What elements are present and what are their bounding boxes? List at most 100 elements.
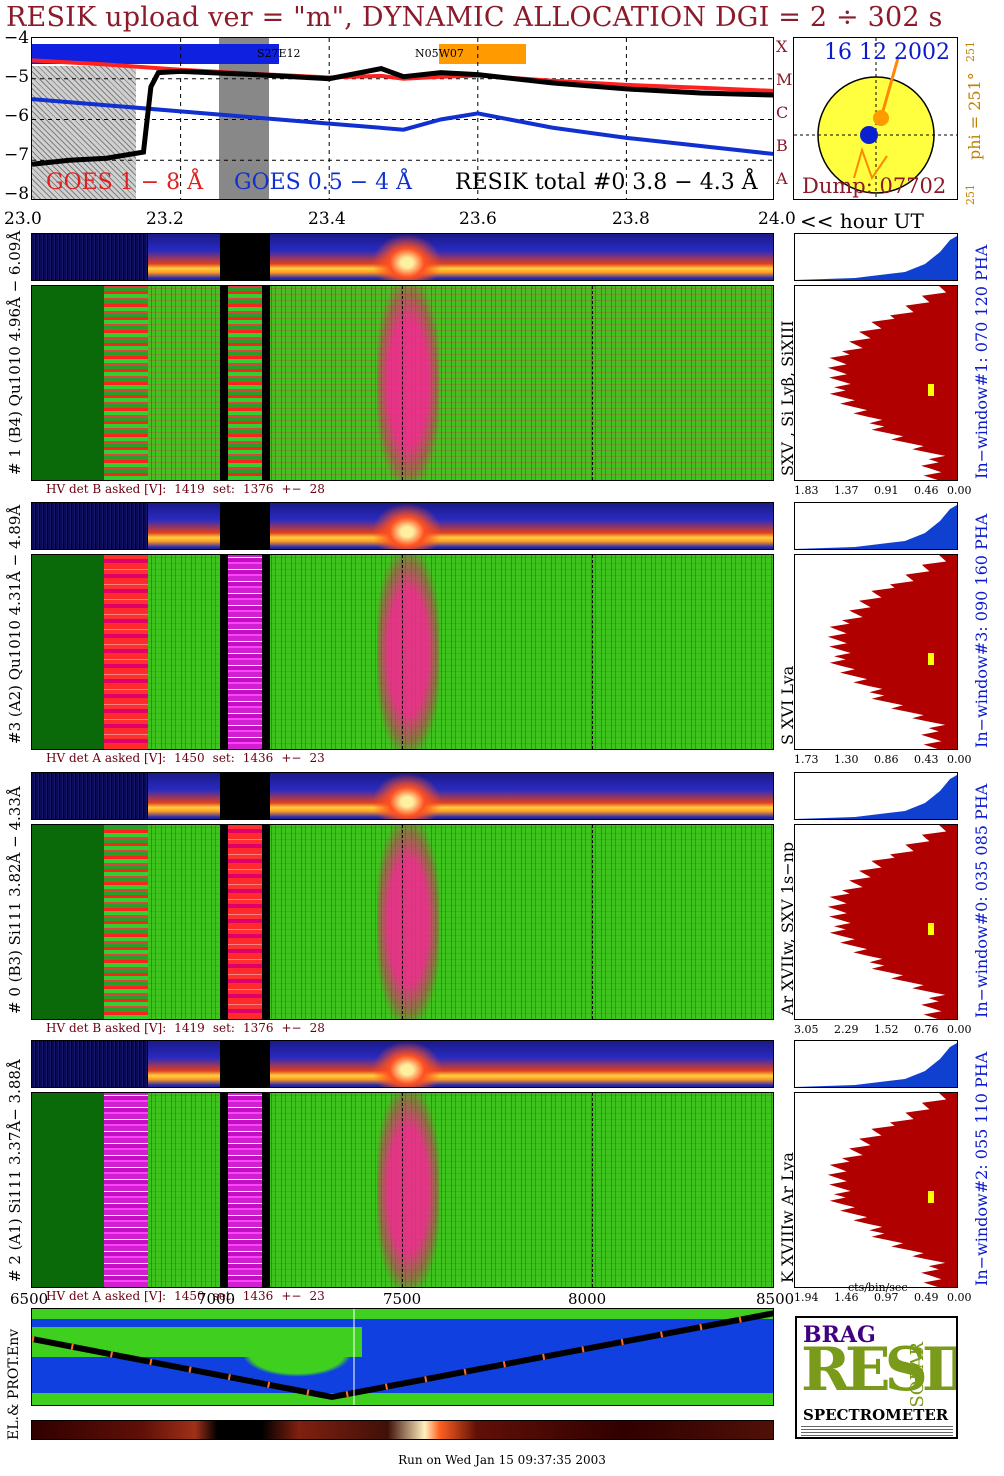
page-title: RESIK upload ver = "m", DYNAMIC ALLOCATI… [6, 2, 943, 33]
hv-dev: 23 [309, 751, 325, 765]
goes-y-tick: −4 [4, 28, 30, 48]
footer-runtime: Run on Wed Jan 15 09:37:35 2003 [398, 1453, 606, 1467]
goes-class-letter: B [776, 136, 788, 155]
bottom-tick: 7500 [383, 1290, 422, 1308]
hv-pm: +− [281, 1021, 302, 1035]
in-window-label: In−window#0: 035 085 PHA [972, 783, 991, 1018]
sun-date: 16 12 2002 [824, 40, 950, 65]
hist-top-area [795, 775, 957, 819]
dump-label: Dump: 07702 [802, 174, 947, 198]
hv-set-label: set: [212, 1289, 235, 1303]
hv-dev: 23 [309, 1289, 325, 1303]
hour-tick: 23.4 [308, 209, 346, 229]
hist-tick: 0.97 [874, 1291, 899, 1304]
hist-top [794, 233, 958, 281]
hatched-region [32, 66, 136, 199]
series-line-3 [32, 65, 773, 167]
goes-y-tick: −7 [4, 145, 30, 165]
in-window-label: In−window#3: 090 160 PHA [972, 513, 991, 748]
hv-asked: 1419 [174, 482, 205, 496]
hour-axis-unit: << hour UT [800, 209, 924, 233]
hist-tick: 0.86 [874, 753, 899, 766]
hist-tick: 0.00 [947, 1023, 972, 1036]
hist-tick: 0.46 [914, 484, 939, 497]
hist-tick: 1.37 [834, 484, 859, 497]
phi-label: phi = 251° [965, 72, 984, 160]
hv-asked: 1450 [174, 1289, 205, 1303]
hist-tick: 0.49 [914, 1291, 939, 1304]
hour-tick: 23.0 [4, 209, 42, 229]
in-window-label: In−window#2: 055 110 PHA [972, 1051, 991, 1286]
hist-tick: 1.73 [794, 753, 819, 766]
hist-top [794, 772, 958, 820]
env-label: EL.& PROT.Env [6, 1328, 22, 1440]
bottom-tick: 7000 [197, 1290, 236, 1308]
hour-tick: 23.6 [459, 209, 497, 229]
hist-xlabel: cts/bin/sec [848, 1281, 908, 1294]
logo-fineprint [801, 1426, 953, 1436]
env-continent [242, 1331, 352, 1377]
hv-set: 1436 [242, 751, 274, 765]
goes-y-tick: −8 [4, 184, 30, 204]
hv-pm: +− [281, 1289, 302, 1303]
window-marker [928, 653, 934, 665]
hist-main-area [827, 555, 957, 749]
detector-label: # 0 (B3) Si111 3.82Å − 4.33Å [6, 786, 24, 1014]
hv-pm: +− [281, 751, 302, 765]
hist-top [794, 1040, 958, 1088]
hv-set: 1436 [242, 1289, 274, 1303]
detector-label: # 1 (B4) Qu1010 4.96Å − 6.09Å [6, 230, 24, 475]
env-green-bottom [32, 1393, 773, 1405]
hv-readout: HV det A asked [V]: 1450 set: 1436 +− 23 [46, 751, 333, 765]
flare-label-2: N05W07 [415, 47, 464, 60]
legend-resik-total: RESIK total #0 3.8 − 4.3 Å [455, 170, 758, 195]
hv-set: 1376 [242, 1021, 274, 1035]
sun-disk [794, 38, 957, 199]
hist-top-area [795, 236, 957, 280]
time-spectrum-image [31, 285, 774, 481]
hist-top-area [795, 505, 957, 549]
hour-tick: 23.2 [146, 209, 184, 229]
hist-tick: 0.43 [914, 753, 939, 766]
hv-label: HV det B asked [V]: [46, 1021, 167, 1035]
logo-side: SOLAR [907, 1342, 928, 1408]
window-marker [928, 384, 934, 396]
hour-tick: 23.8 [612, 209, 650, 229]
hv-set: 1376 [242, 482, 274, 496]
goes-y-tick: −6 [4, 106, 30, 126]
resik-logo: BRAG RESIK SOLAR SPECTROMETER [795, 1316, 958, 1439]
hv-label: HV det A asked [V]: [46, 751, 167, 765]
goes-class-letter: A [776, 169, 788, 188]
hv-set-label: set: [212, 751, 235, 765]
goes-plot: S27E12 N05W07 [31, 37, 774, 200]
bottom-tick: 8500 [756, 1290, 795, 1308]
hist-tick: 1.94 [794, 1291, 819, 1304]
hist-tick: 3.05 [794, 1023, 819, 1036]
hist-tick: 0.00 [947, 753, 972, 766]
spectrum-strip [31, 502, 774, 550]
hist-main [794, 554, 958, 750]
hist-main-area [827, 825, 957, 1019]
hist-main-area [827, 1093, 957, 1287]
spectrum-strip [31, 1040, 774, 1088]
hv-readout: HV det B asked [V]: 1419 set: 1376 +− 28 [46, 482, 333, 496]
legend-goes-long: GOES 1 − 8 Å [46, 170, 204, 195]
hist-main [794, 824, 958, 1020]
phi-small-top: 251 [964, 41, 977, 62]
env-map [31, 1308, 774, 1406]
sun-panel: 16 12 2002 Dump: 07702 [793, 37, 958, 200]
hv-set-label: set: [212, 1021, 235, 1035]
logo-top: BRAG [803, 1322, 876, 1348]
hist-top [794, 502, 958, 550]
bottom-tick: 8000 [568, 1290, 607, 1308]
hist-top-area [795, 1043, 957, 1087]
series-line-2 [32, 97, 773, 156]
hist-main [794, 285, 958, 481]
flare-bar-blue [32, 44, 279, 64]
hour-tick: 24.0 [758, 209, 796, 229]
hist-tick: 0.91 [874, 484, 899, 497]
hist-main [794, 1092, 958, 1288]
hist-tick: 0.00 [947, 1291, 972, 1304]
legend-goes-short: GOES 0.5 − 4 Å [234, 170, 413, 195]
flare-bar-orange [439, 44, 526, 64]
